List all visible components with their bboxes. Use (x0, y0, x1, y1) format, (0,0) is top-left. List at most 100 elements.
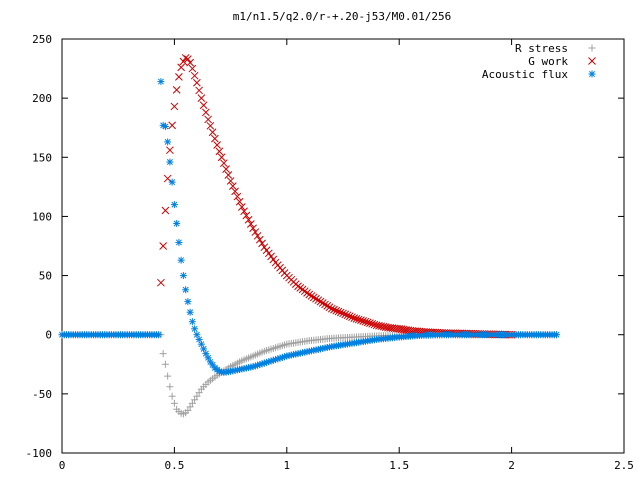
data-point (193, 78, 201, 87)
data-point (168, 392, 176, 400)
data-point (231, 187, 239, 196)
data-point (177, 256, 185, 264)
data-point (314, 296, 323, 305)
data-point (251, 228, 260, 236)
data-point (336, 308, 345, 317)
data-point (217, 153, 226, 162)
data-point (166, 158, 174, 166)
data-point (186, 308, 194, 316)
x-tick-label: 2.5 (614, 459, 634, 472)
legend-marker (588, 44, 596, 52)
data-point (157, 78, 165, 86)
data-point (191, 396, 199, 404)
data-point (161, 360, 169, 368)
data-point (553, 331, 561, 339)
data-point (366, 319, 374, 327)
data-point (170, 201, 178, 209)
data-point (170, 102, 179, 111)
data-point (222, 165, 230, 173)
data-point (186, 58, 194, 67)
data-point (350, 314, 359, 323)
data-point (237, 203, 246, 211)
data-point (305, 290, 314, 299)
data-point (161, 206, 170, 215)
data-point (361, 317, 370, 326)
data-point (332, 306, 341, 315)
legend-marker (588, 57, 596, 65)
data-point (330, 305, 338, 314)
data-point (224, 171, 233, 179)
data-point (199, 101, 208, 110)
data-point (249, 224, 257, 233)
data-point (363, 318, 372, 327)
data-point (372, 321, 381, 330)
y-tick-label: -100 (26, 447, 53, 460)
data-point (316, 297, 325, 306)
data-point (246, 220, 255, 228)
data-point (175, 72, 183, 81)
data-point (182, 286, 190, 294)
data-point (345, 312, 354, 321)
data-point (352, 315, 361, 323)
series-2 (58, 78, 561, 377)
x-tick-label: 0 (59, 459, 66, 472)
series-1 (157, 54, 516, 339)
data-point (244, 215, 253, 224)
data-point (359, 317, 368, 325)
legend-marker (588, 70, 596, 78)
y-tick-label: 200 (32, 92, 52, 105)
data-point (213, 141, 221, 149)
y-tick-label: 250 (32, 33, 52, 46)
data-point (343, 311, 352, 320)
data-point (327, 304, 336, 313)
data-point (339, 309, 347, 318)
data-point (161, 123, 169, 131)
data-point (258, 239, 266, 248)
data-point (168, 121, 177, 130)
data-point (188, 64, 197, 73)
data-point (228, 182, 237, 191)
data-point (166, 383, 174, 391)
data-point (168, 178, 176, 186)
data-point (163, 174, 172, 183)
y-tick-label: 0 (45, 329, 52, 342)
data-point (220, 159, 228, 168)
y-tick-label: 50 (39, 270, 52, 283)
data-point (195, 389, 203, 397)
data-point (177, 63, 185, 72)
x-tick-label: 1 (283, 459, 290, 472)
data-point (377, 322, 386, 331)
series-layer (58, 54, 561, 418)
series-0 (58, 331, 561, 418)
data-point (233, 192, 242, 201)
y-tick-label: -50 (32, 388, 52, 401)
data-point (164, 138, 172, 146)
data-point (375, 321, 383, 330)
data-point (341, 310, 350, 319)
data-point (235, 197, 244, 206)
axes-ticks: 0 0.5 1 1.5 2 2.5 -100 -50 0 50 100 150 200 250 (26, 33, 634, 472)
y-tick-label: 100 (32, 210, 52, 223)
data-point (312, 294, 320, 303)
data-point (215, 147, 224, 156)
data-point (202, 108, 210, 117)
data-point (172, 86, 181, 94)
x-tick-label: 0.5 (164, 459, 184, 472)
data-point (188, 399, 196, 407)
data-point (179, 272, 187, 280)
data-point (253, 231, 262, 240)
data-point (368, 319, 377, 328)
data-point (184, 55, 192, 63)
data-point (197, 94, 206, 102)
data-point (357, 316, 365, 325)
data-point (186, 403, 194, 411)
data-point (191, 325, 199, 333)
data-point (184, 298, 192, 306)
data-point (206, 121, 215, 130)
data-point (175, 238, 183, 246)
data-point (208, 128, 217, 137)
data-point (184, 406, 192, 414)
legend-label: R stress (515, 42, 568, 55)
